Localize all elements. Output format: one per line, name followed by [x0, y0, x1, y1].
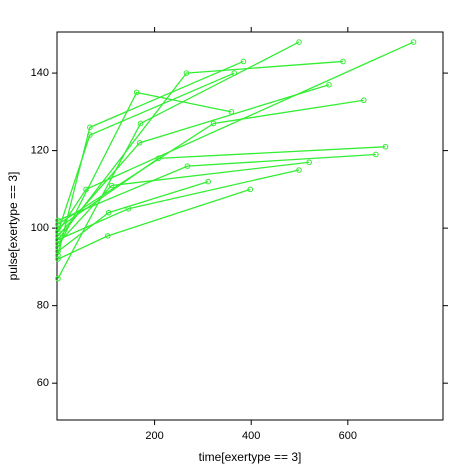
point: [87, 132, 93, 138]
y-tick-label: 80: [37, 300, 49, 312]
point: [55, 275, 61, 282]
point: [55, 240, 61, 247]
point: [184, 163, 191, 169]
x-tick-label: 600: [339, 430, 357, 442]
y-tick-label: 100: [31, 222, 49, 234]
point: [136, 140, 143, 146]
series-line: [57, 188, 251, 260]
point: [133, 89, 140, 96]
point: [137, 120, 144, 127]
series-line: [57, 180, 209, 252]
point: [306, 159, 312, 166]
point: [55, 229, 61, 235]
point: [296, 39, 302, 45]
series-line: [57, 146, 386, 229]
point: [326, 81, 332, 88]
point: [382, 143, 389, 150]
series-line: [57, 161, 310, 245]
point: [373, 151, 379, 158]
y-tick-label: 140: [31, 67, 49, 79]
plot-frame: [56, 31, 444, 421]
x-tick-label: 400: [242, 430, 260, 442]
point: [296, 167, 302, 173]
point: [55, 248, 61, 255]
series-line: [57, 72, 235, 233]
point: [360, 97, 367, 104]
x-tick-label: 200: [145, 430, 163, 442]
point: [340, 58, 346, 65]
series-line: [57, 169, 300, 241]
point: [410, 39, 417, 45]
point: [55, 244, 61, 251]
series-line: [57, 84, 330, 237]
point: [87, 124, 93, 131]
point: [247, 186, 254, 193]
series-line: [57, 60, 344, 241]
point: [240, 58, 247, 65]
series-line: [57, 60, 244, 256]
series-line: [57, 99, 364, 225]
point: [183, 70, 190, 76]
point: [105, 209, 112, 216]
point: [55, 252, 61, 259]
point: [55, 256, 61, 262]
x-axis-title: time[exertype == 3]: [199, 450, 302, 464]
point: [231, 70, 238, 76]
point: [83, 186, 89, 193]
point: [55, 236, 61, 243]
series-line: [57, 153, 376, 221]
y-tick-label: 60: [37, 377, 49, 389]
point: [55, 233, 61, 239]
series-line: [57, 41, 300, 279]
y-axis-title: pulse[exertype == 3]: [6, 172, 20, 281]
point: [125, 205, 132, 212]
y-tick-label: 120: [31, 145, 49, 157]
point: [108, 182, 115, 189]
series-line: [57, 91, 232, 248]
point: [55, 217, 61, 224]
point: [104, 233, 111, 239]
point: [205, 178, 212, 185]
point: [210, 120, 217, 127]
series-line: [57, 41, 414, 233]
